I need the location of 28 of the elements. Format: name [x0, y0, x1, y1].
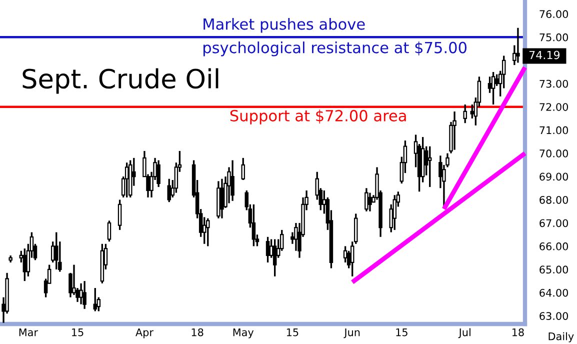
x-tick-label: 15	[396, 328, 408, 336]
y-tick-label: 69.00	[540, 172, 568, 181]
text: Sept. Crude Oil	[22, 68, 218, 94]
y-tick-label: 72.00	[540, 103, 568, 111]
ref-line-label: Market pushes above psychological resistance at $75.00	[204, 18, 466, 56]
x-tick-label: 15	[286, 328, 298, 336]
x-tick-label: Jul	[458, 328, 470, 338]
y-tick-label: 71.00	[540, 126, 568, 134]
x-tick-label: 18	[192, 328, 204, 336]
y-tick-label: 70.00	[540, 150, 568, 158]
y-tick-label: 68.00	[540, 196, 568, 204]
x-tick-label: 15	[72, 328, 84, 336]
y-tick-label: 67.00	[540, 219, 568, 228]
annotation: 74.19	[529, 50, 560, 60]
y-tick-label: 63.00	[540, 312, 568, 320]
y-tick-label: 66.00	[540, 242, 568, 250]
y-tick-label: 64.00	[540, 288, 568, 297]
y-tick-label: 73.00	[540, 80, 568, 88]
x-tick-label: 18	[512, 328, 524, 336]
ref-line-label: Support at $72.00 area	[230, 110, 406, 124]
x-tick-label: Jun	[344, 328, 360, 338]
y-tick-label: 75.00	[540, 33, 568, 42]
x-tick-label: May	[233, 328, 254, 338]
x-tick-label: Mar	[19, 328, 38, 336]
x-tick-label: Apr	[136, 328, 154, 338]
y-tick-label: 76.00	[540, 10, 568, 18]
y-tick-label: 65.00	[540, 266, 568, 274]
text: Daily	[548, 332, 574, 342]
